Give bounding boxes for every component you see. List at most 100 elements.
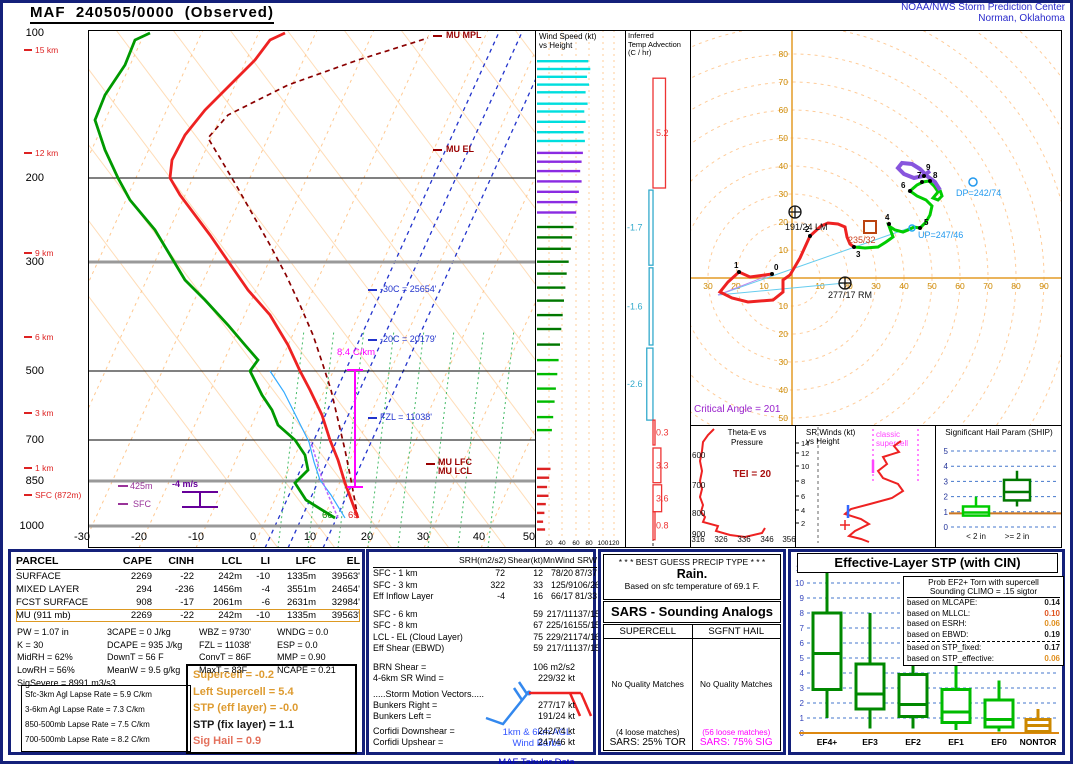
- hodo-tick: 40: [779, 385, 789, 395]
- srh-table: SRH(m2/s2) Shear(kt) MnWind SRW SFC - 1 km 72…: [373, 554, 600, 655]
- storm-motion-2-label: Corfidi Downshear =: [373, 726, 455, 736]
- dewpoint-trace: [93, 31, 336, 520]
- srh-cell: [459, 620, 505, 632]
- parcel-cell: 3551m: [286, 584, 316, 595]
- sars-supercell-column: SUPERCELL No Quality Matches (4 loose ma…: [604, 625, 693, 750]
- thetae-title-line1: Theta-E vs: [727, 428, 767, 437]
- storm-motion-3-label: Corfidi Upshear =: [373, 737, 444, 747]
- mu-lcl-label: MU LCL: [438, 466, 472, 476]
- parcel-cell: 1335m: [286, 610, 316, 621]
- wind-bar: [537, 327, 562, 331]
- stp-legend-header: Prob EF2+ Torn with supercell Sounding C…: [907, 578, 1060, 598]
- advection-panel-title: Inferred Temp Advection (C / hr): [628, 31, 681, 58]
- wind-bar: [537, 67, 591, 71]
- mixing-ratio-line: [337, 329, 365, 548]
- srh-cell: 155/15: [573, 620, 600, 630]
- parcel-cell: 39563': [331, 571, 360, 582]
- wind-bar: [537, 160, 582, 163]
- stp-box-2: [897, 673, 929, 718]
- parcel-cell: MU (911 mb): [16, 610, 71, 621]
- hodo-tick: 10: [815, 281, 825, 291]
- key-isotherm-0: [264, 30, 501, 548]
- height-tick-4: [24, 412, 32, 414]
- stp-x-label-2: EF2: [905, 737, 921, 747]
- adiabat-line: [457, 30, 535, 134]
- hodo-km-dot-4: [887, 222, 891, 226]
- parcel-cell: 242m: [218, 571, 242, 582]
- parcel-cell: 24654': [331, 584, 360, 595]
- stp-probability-legend: Prob EF2+ Torn with supercell Sounding C…: [903, 576, 1064, 666]
- storm-motion-header: .....Storm Motion Vectors.....: [373, 689, 485, 699]
- hodo-tick: 20: [843, 281, 853, 291]
- lapse-rate-line: 3-6km Agl Lapse Rate = 7.3 C/km: [25, 705, 145, 714]
- wind-bar: [537, 190, 579, 193]
- sars-supercell-body: No Quality Matches: [611, 678, 684, 689]
- wind-bar: [537, 494, 549, 497]
- srh-cell: 59: [533, 643, 543, 653]
- height-label-4: 3 km: [35, 408, 54, 418]
- tabular-data-link[interactable]: MAF Tabular Data: [498, 757, 575, 764]
- stp-y-tick: 6: [800, 639, 805, 648]
- thermo-col-3: WNDG = 0.0 ESP = 0.0 MMP = 0.90 NCAPE = 0.2…: [277, 626, 336, 676]
- stp-legend-value: 0.14: [1044, 598, 1060, 607]
- composite-index-line: STP (eff layer) = -0.0: [193, 702, 299, 714]
- srh-cell: 72: [495, 568, 505, 578]
- wetbulb-trace: [269, 370, 346, 519]
- stp-x-label-3: EF1: [948, 737, 964, 747]
- hodo-tick: 10: [779, 301, 789, 311]
- srh-row-2: Eff Inflow Layer -4 16 66/17 81/33: [373, 591, 597, 603]
- fzl-label: FZL = 11038': [380, 412, 433, 422]
- srh-cell: 217/11: [546, 643, 573, 653]
- hodo-km-label-0: 0: [774, 263, 779, 272]
- theta-y-tick: 600: [692, 451, 706, 460]
- sars-hail-header: SGFNT HAIL: [692, 625, 780, 639]
- hodo-km-dot-3: [852, 245, 856, 249]
- hodo-tick: 80: [779, 49, 789, 59]
- thermo-stat: MidRH = 62%: [17, 652, 73, 662]
- lm-vector-line: [717, 273, 773, 296]
- hodo-km-label-5: 5: [924, 218, 929, 227]
- srh-cell: LCL - EL (Cloud Layer): [373, 631, 463, 642]
- hodograph: 1020304050607080901020304050102030405060…: [690, 30, 1062, 425]
- kinematics-panel: SRH(m2/s2) Shear(kt) MnWind SRW SFC - 1 km 72…: [366, 549, 600, 755]
- minus20c-dash: [368, 339, 377, 341]
- parcel-header-cell: CINH: [168, 555, 194, 567]
- stp-x-label-4: EF0: [991, 737, 1007, 747]
- sr-winds-title-line2: vs Height: [806, 437, 840, 446]
- srh-cell: 66/17: [550, 591, 573, 601]
- srh-cell: SFC - 8 km: [373, 620, 418, 630]
- ship-y-tick: 4: [944, 462, 949, 471]
- parcel-cell: FCST SURFACE: [16, 597, 89, 608]
- adiabat-line: [229, 30, 535, 436]
- height-tick-6: [24, 494, 32, 496]
- srh-cell: 106/26: [573, 579, 600, 590]
- srh-cell: SFC - 3 km: [373, 579, 418, 590]
- wind-bar: [537, 169, 581, 173]
- thermo-stat: ESP = 0.0: [277, 639, 318, 650]
- mu-el-dash: [433, 149, 442, 151]
- srh-cell: Eff Shear (EBWD): [373, 643, 445, 653]
- minus30c-label: -30C = 25654': [380, 284, 437, 294]
- stp-x-label-1: EF3: [862, 737, 878, 747]
- adiabat-line: [286, 30, 535, 361]
- sr-y-tick: 2: [801, 519, 805, 528]
- stp-legend-label: based on MLCAPE:: [907, 598, 978, 607]
- wind-bar: [537, 91, 586, 94]
- stp-legend-row-2: based on ESRH: 0.06: [907, 619, 1060, 630]
- chart-frame: [88, 30, 1062, 548]
- thermo-stat: FZL = 11038': [199, 639, 252, 650]
- srh-header-cell: SRW: [577, 555, 597, 565]
- wind-x-tick: 20: [545, 540, 553, 547]
- mixing-ratio-line: [457, 329, 485, 548]
- ship-box-0: [961, 505, 991, 517]
- wind-bar: [537, 180, 582, 183]
- temp-tick-30: 30: [416, 531, 430, 543]
- advection-bar: [652, 419, 656, 446]
- hodo-tick: 30: [703, 281, 713, 291]
- thetae-title-line2: Pressure: [730, 438, 763, 447]
- thermo-stat: PW = 1.07 in: [17, 627, 69, 637]
- theta-x-tick: 326: [714, 535, 728, 544]
- advection-value: -1.6: [627, 301, 643, 311]
- hodo-tick: 30: [779, 357, 789, 367]
